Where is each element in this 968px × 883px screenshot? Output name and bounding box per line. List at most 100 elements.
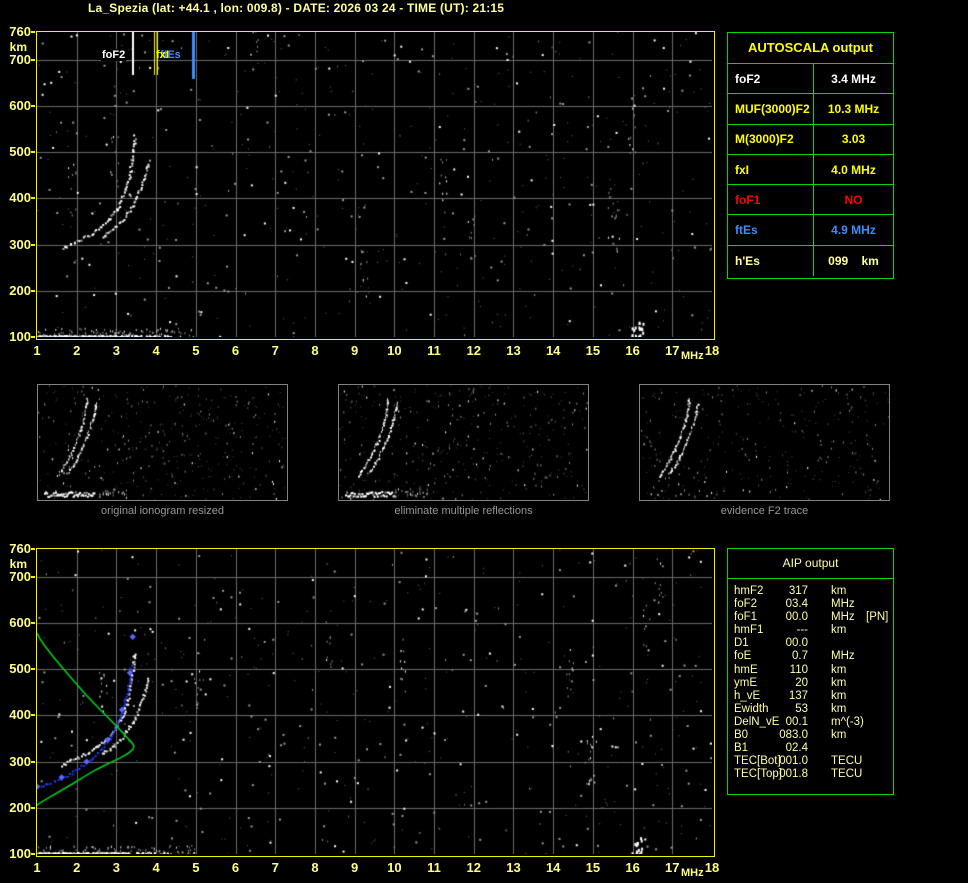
aip-param-unit: km — [831, 624, 847, 637]
aip-row-B1: B1 02.4 — [728, 742, 893, 755]
aip-param-unit: km — [831, 585, 847, 597]
autoscala-param-label: foF2 — [728, 64, 814, 94]
main-ionogram-canvas — [37, 32, 712, 337]
aip-param-unit: MHz — [831, 598, 855, 611]
autoscala-param-label: MUF(3000)F2 — [728, 94, 814, 124]
main-x-axis-label: 15 — [585, 343, 601, 358]
aip-panel-title: AIP output — [728, 549, 893, 579]
profile-x-axis-label: 12 — [466, 860, 481, 875]
profile-x-axis-label: 8 — [311, 860, 319, 875]
main-x-axis-label: 2 — [73, 343, 81, 358]
main-x-axis-label: 8 — [311, 343, 319, 358]
main-x-axis-label: 17 — [665, 343, 680, 358]
main-x-axis-label: 18 — [704, 343, 720, 358]
main-x-axis-label: 9 — [351, 343, 359, 358]
aip-param-value: 00.1 — [785, 715, 808, 728]
main-y-axis-unit: km — [9, 40, 27, 54]
profile-y-axis-label: 500 — [9, 661, 31, 677]
autoscala-param-value: 10.3 MHz — [827, 101, 880, 116]
main-y-axis-tick — [31, 336, 35, 338]
profile-ionogram-canvas — [37, 549, 712, 854]
profile-x-axis-label: 1 — [33, 860, 41, 875]
profile-y-axis-unit: km — [9, 557, 27, 571]
profile-y-axis-tick — [31, 668, 35, 671]
main-x-axis-label: 11 — [427, 343, 441, 358]
aip-param-value: 00.0 — [785, 637, 808, 650]
profile-y-axis-tick — [31, 760, 35, 763]
profile-y-axis-tick — [31, 853, 35, 855]
main-x-axis-label: 13 — [506, 343, 521, 358]
aip-param-label: Ewidth — [734, 702, 769, 715]
autoscala-param-label: ftEs — [728, 215, 814, 245]
main-y-axis-label: 600 — [9, 97, 31, 113]
aip-param-label: D1 — [734, 637, 749, 650]
thumbnail-caption-evidence: evidence F2 trace — [720, 505, 809, 517]
main-y-axis-label: 300 — [9, 236, 31, 252]
aip-param-unit: km — [831, 663, 847, 676]
aip-row-h_vE: h_vE 137 km — [728, 690, 893, 703]
profile-x-axis-label: 3 — [112, 860, 121, 875]
thumbnail-caption-eliminate: eliminate multiple reflections — [394, 505, 533, 517]
profile-y-axis-tick — [31, 548, 35, 550]
autoscala-param-value: NO — [844, 192, 863, 207]
main-x-axis-label: 6 — [231, 343, 240, 358]
autoscala-row-ftEs: ftEs 4.9 MHz — [728, 215, 893, 246]
aip-param-label: hmE — [734, 663, 758, 676]
autoscala-param-label: h'Es — [728, 245, 814, 277]
aip-param-value: 083.0 — [779, 729, 808, 742]
main-x-axis-label: 12 — [466, 343, 481, 358]
aip-param-unit: km — [831, 729, 847, 742]
main-x-axis-label: 16 — [625, 343, 640, 358]
main-y-axis-tick — [31, 197, 35, 200]
aip-param-label: hmF1 — [734, 624, 764, 637]
profile-y-axis-label: 700 — [9, 568, 31, 584]
profile-x-axis-label: 15 — [585, 860, 601, 875]
ftEs-marker-label: ftEs — [160, 49, 181, 61]
aip-param-value: 00.0 — [785, 611, 808, 624]
profile-y-axis-tick — [31, 806, 35, 809]
aip-row-hmF2: hmF2 317 km — [728, 585, 893, 598]
profile-y-axis-label: 400 — [9, 707, 31, 723]
main-x-axis-label: 4 — [152, 343, 160, 358]
aip-row-B0: B0 083.0 km — [728, 729, 893, 742]
aip-param-label: B1 — [734, 742, 749, 755]
thumbnail-eliminate-canvas — [339, 385, 588, 500]
main-x-axis-label: 7 — [271, 343, 279, 358]
profile-x-axis-label: 5 — [192, 860, 200, 875]
autoscala-param-value: 3.4 MHz — [831, 71, 876, 86]
profile-y-axis-label: 300 — [9, 753, 31, 769]
aip-param-value: 317 — [788, 585, 808, 597]
aip-param-unit: km — [831, 702, 847, 715]
aip-param-value: --- — [796, 624, 809, 637]
aip-param-unit: MHz — [831, 611, 855, 624]
aip-row-TEC[Top]: TEC[Top] 001.8 TECU — [728, 768, 893, 781]
profile-y-axis-label: 200 — [9, 799, 31, 815]
autoscala-panel-title: AUTOSCALA output — [728, 33, 893, 64]
thumbnail-original-canvas — [38, 385, 287, 500]
autoscala-param-label: foF1 — [728, 185, 814, 215]
profile-x-axis-label: 6 — [231, 860, 240, 875]
aip-output-panel: AIP output hmF2 317 km foF2 03.4 MHz foF1 00.0 M… — [727, 548, 894, 795]
aip-param-value: 20 — [795, 676, 808, 689]
autoscala-param-value: 3.03 — [841, 132, 866, 147]
main-y-axis-tick — [31, 104, 35, 107]
autoscala-rows: foF2 3.4 MHz MUF(3000)F2 10.3 MHz M(3000)F2 3… — [728, 64, 893, 277]
thumbnail-eliminate-reflections — [338, 384, 589, 501]
aip-param-label: foE — [734, 650, 752, 663]
main-y-axis-label: 100 — [9, 329, 31, 344]
aip-row-foF2: foF2 03.4 MHz — [728, 598, 893, 611]
aip-row-hmE: hmE 110 km — [728, 664, 893, 677]
profile-y-axis-tick — [31, 714, 35, 717]
thumbnail-caption-original: original ionogram resized — [101, 505, 224, 517]
autoscala-row-foF2: foF2 3.4 MHz — [728, 64, 893, 95]
main-x-axis-label: 10 — [387, 343, 402, 358]
main-y-axis-label: 500 — [9, 144, 31, 160]
autoscala-row-foF1: foF1 NO — [728, 185, 893, 216]
aip-row-DelN_vE: DelN_vE 00.1 m^(-3) — [728, 716, 893, 729]
autoscala-param-value: 099 km — [828, 253, 879, 268]
main-y-axis-label: 200 — [9, 282, 31, 298]
autoscala-param-value: 4.0 MHz — [831, 162, 876, 177]
profile-y-axis-tick — [31, 575, 35, 578]
main-y-axis-tick — [31, 58, 35, 61]
autoscala-row-fxI: fxI 4.0 MHz — [728, 154, 893, 186]
